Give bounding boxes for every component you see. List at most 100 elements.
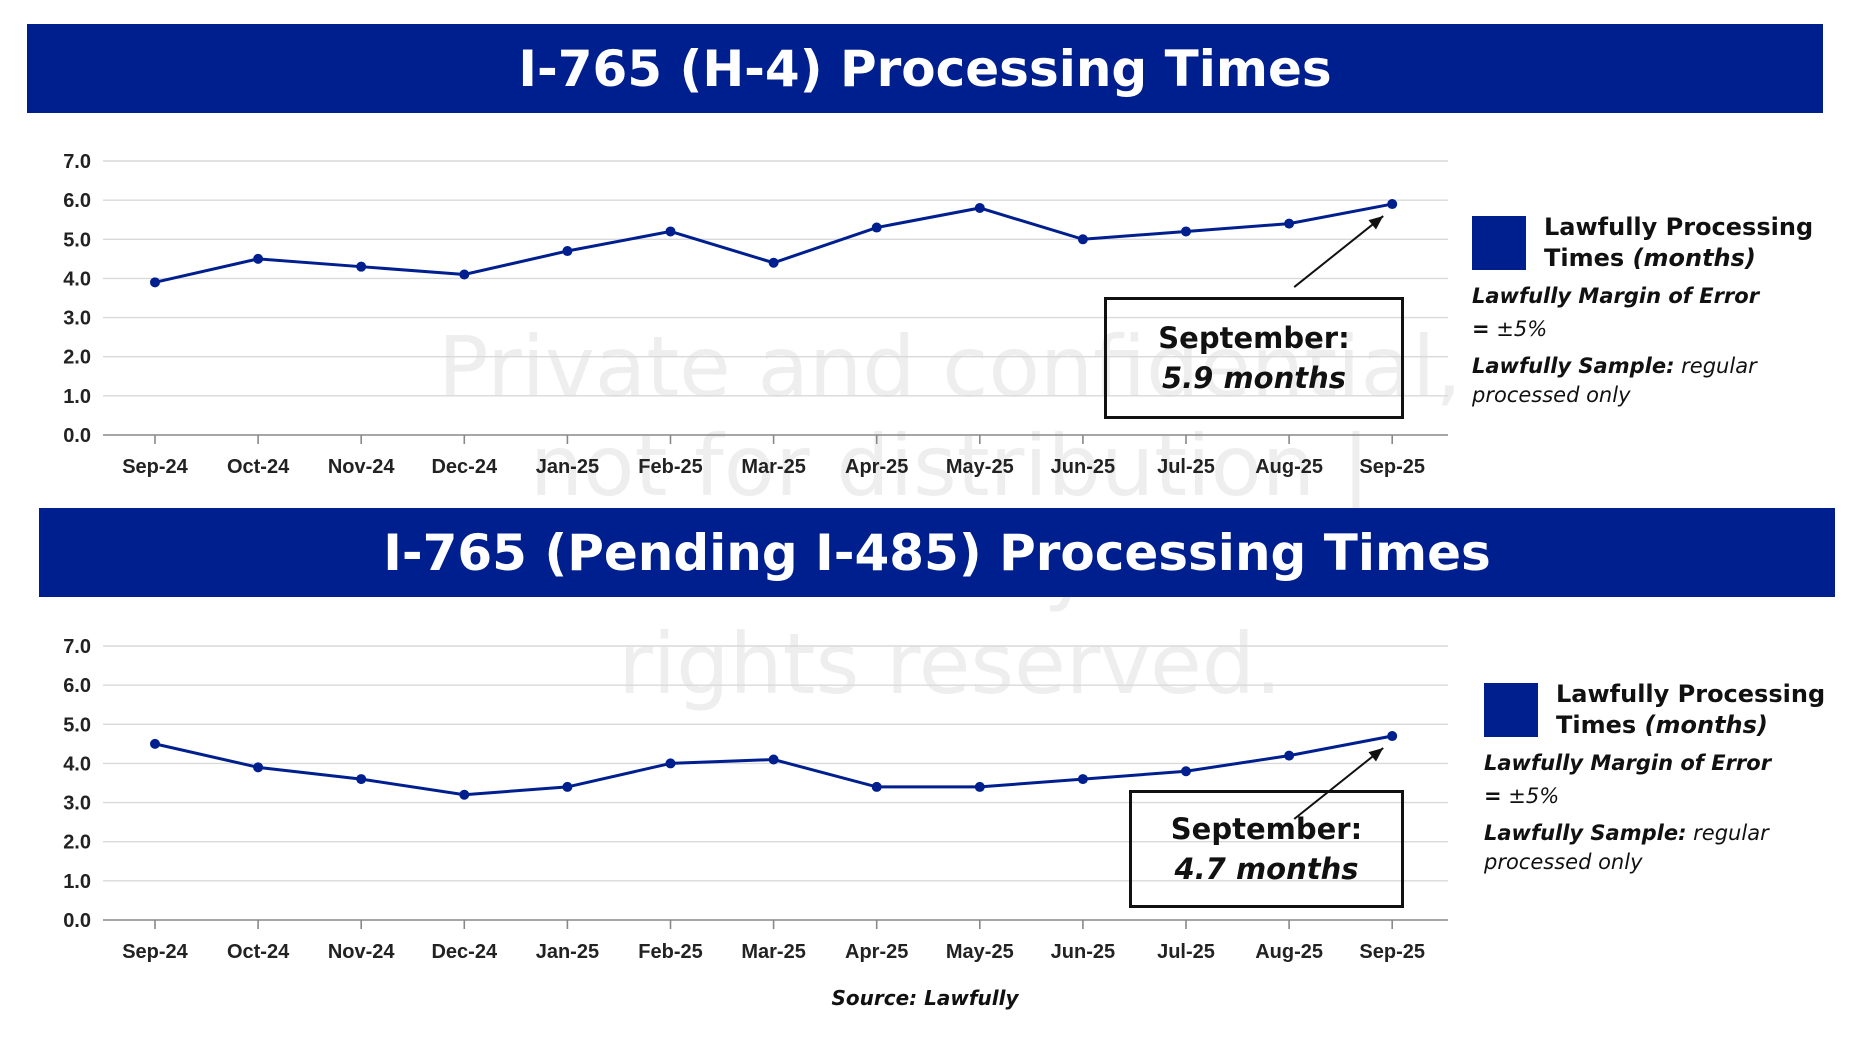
data-point	[459, 269, 470, 280]
line-chart-h4: 0.0 1.0 2.0 3.0 4.0 5.0 6.0 7.0 Sep-24 Oct-24 Nov-…	[63, 151, 1448, 478]
callout-box-h4: September: 5.9 months	[1104, 297, 1404, 419]
x-tick-label: May-25	[946, 941, 1014, 963]
x-tick-label: Jan-25	[536, 456, 599, 478]
x-tick-label: Aug-25	[1255, 456, 1323, 478]
callout-arrow-line	[1293, 215, 1384, 288]
data-point	[665, 226, 676, 237]
data-point	[1284, 218, 1295, 229]
legend-margin-value: ±5%	[1496, 317, 1548, 341]
y-tick-label: 7.0	[63, 636, 91, 658]
y-tick-label: 2.0	[63, 347, 91, 369]
data-point	[871, 222, 882, 233]
legend-margin-label: Lawfully Margin of Error =	[1484, 751, 1772, 808]
legend-series-label-prefix: Times	[1544, 244, 1625, 272]
x-tick-label: Dec-24	[431, 456, 497, 478]
data-point	[768, 754, 779, 765]
x-tick-label: Mar-25	[741, 941, 805, 963]
legend-series-unit: (months)	[1644, 711, 1768, 739]
x-tick-label: May-25	[946, 456, 1014, 478]
legend-sample-note: Lawfully Sample: regular processed only	[1484, 819, 1784, 877]
series-line	[154, 202, 1393, 284]
x-tick-label: Jun-25	[1051, 941, 1115, 963]
x-tick-label: Mar-25	[741, 456, 805, 478]
x-tick-label: Apr-25	[845, 941, 908, 963]
x-tick-label: Oct-24	[227, 456, 290, 478]
legend-margin-note: Lawfully Margin of Error = ±5%	[1484, 747, 1784, 813]
callout-box-pending-i485: September: 4.7 months	[1129, 790, 1404, 908]
data-point	[459, 789, 470, 800]
chart-title-pending-i485: I-765 (Pending I-485) Processing Times	[39, 508, 1835, 597]
x-tick-label: Oct-24	[227, 941, 290, 963]
x-tick-label: Jan-25	[536, 941, 599, 963]
legend-swatch	[1472, 216, 1526, 270]
data-point	[665, 758, 676, 769]
legend-sample-note: Lawfully Sample: regular processed only	[1472, 352, 1772, 410]
legend-sample-text: regular processed only	[1484, 821, 1769, 874]
x-tick-label: Sep-25	[1359, 456, 1425, 478]
data-point	[1284, 750, 1295, 761]
x-tick-label: Sep-24	[122, 941, 188, 963]
callout-value: 4.7 months	[1174, 852, 1359, 886]
data-point	[768, 257, 779, 268]
data-point	[150, 277, 160, 288]
x-tick-label: Aug-25	[1255, 941, 1323, 963]
y-tick-label: 6.0	[63, 675, 91, 697]
x-tick-label: Nov-24	[328, 456, 396, 478]
y-tick-label: 7.0	[63, 151, 91, 173]
x-tick-label: Nov-24	[328, 941, 396, 963]
legend-sample-label: Lawfully Sample:	[1484, 821, 1687, 845]
data-point	[562, 781, 573, 792]
y-tick-label: 0.0	[63, 910, 91, 932]
data-point	[1387, 731, 1398, 742]
data-point	[150, 738, 160, 749]
x-tick-label: Feb-25	[638, 456, 702, 478]
legend-sample-label: Lawfully Sample:	[1472, 354, 1675, 378]
x-tick-label: Sep-24	[122, 456, 188, 478]
legend-margin-value: ±5%	[1508, 784, 1560, 808]
y-tick-label: 1.0	[63, 871, 91, 893]
legend-series-label: Lawfully Processing Times (months)	[1556, 679, 1846, 741]
data-point	[253, 762, 264, 773]
legend-margin-note: Lawfully Margin of Error = ±5%	[1472, 280, 1772, 346]
x-tick-label: Sep-25	[1359, 941, 1425, 963]
legend-series-unit: (months)	[1632, 244, 1756, 272]
legend-swatch	[1484, 683, 1538, 737]
data-point	[562, 246, 573, 257]
data-point	[974, 781, 985, 792]
data-point	[1387, 199, 1398, 210]
legend-series-label-main: Lawfully Processing	[1544, 213, 1814, 241]
data-point	[253, 253, 264, 264]
callout-title: September:	[1170, 812, 1363, 846]
x-tick-label: Feb-25	[638, 941, 702, 963]
data-point	[871, 781, 882, 792]
legend-series-label: Lawfully Processing Times (months)	[1544, 212, 1834, 274]
legend-margin-label: Lawfully Margin of Error =	[1472, 284, 1760, 341]
callout-value: 5.9 months	[1161, 361, 1347, 395]
legend-sample-text: regular processed only	[1472, 354, 1757, 407]
line-chart-pending-i485: 0.0 1.0 2.0 3.0 4.0 5.0 6.0 7.0 Sep-24 Oct-24 Nov-…	[63, 636, 1448, 963]
callout-arrow-head	[1368, 748, 1384, 762]
data-point	[356, 261, 367, 272]
y-tick-label: 5.0	[63, 229, 91, 251]
y-tick-label: 3.0	[63, 793, 91, 815]
y-tick-label: 5.0	[63, 714, 91, 736]
series-line	[154, 734, 1393, 797]
x-tick-label: Apr-25	[845, 456, 908, 478]
x-tick-label: Jun-25	[1051, 456, 1115, 478]
x-tick-label: Jul-25	[1157, 941, 1215, 963]
callout-arrow-head	[1368, 216, 1384, 230]
callout-arrow-line	[1293, 747, 1384, 820]
y-tick-label: 0.0	[63, 425, 91, 447]
x-tick-label: Jul-25	[1157, 456, 1215, 478]
y-tick-label: 1.0	[63, 386, 91, 408]
legend-series-label-main: Lawfully Processing	[1556, 680, 1826, 708]
data-point	[1077, 774, 1088, 785]
y-tick-label: 3.0	[63, 308, 91, 330]
y-tick-label: 4.0	[63, 753, 91, 775]
chart-title-h4: I-765 (H-4) Processing Times	[27, 24, 1823, 113]
data-point	[1181, 766, 1191, 777]
x-tick-label: Dec-24	[431, 941, 497, 963]
callout-title: September:	[1158, 321, 1350, 355]
data-point	[974, 202, 985, 213]
data-point	[1077, 234, 1088, 245]
